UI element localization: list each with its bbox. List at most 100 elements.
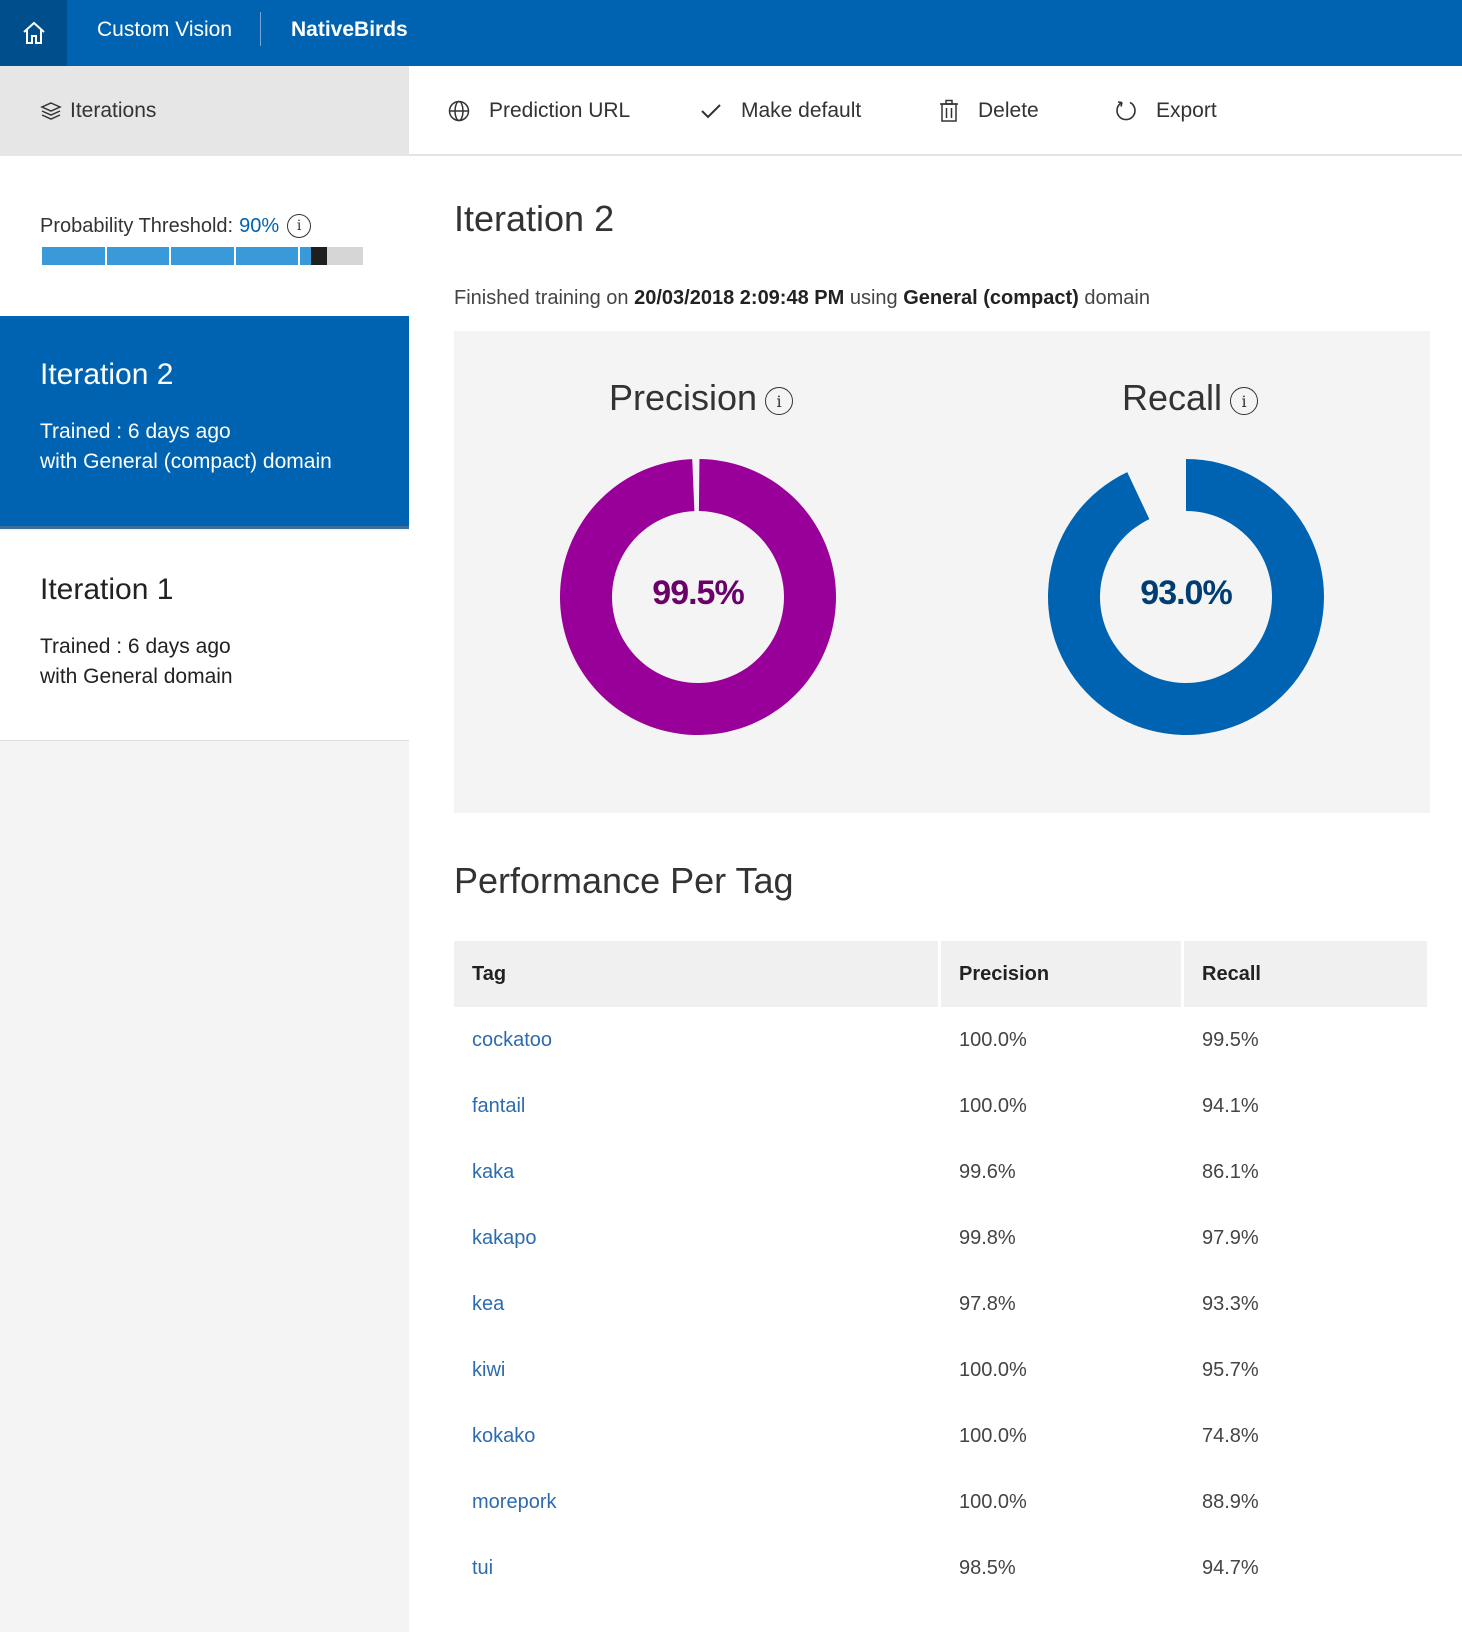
info-icon[interactable]: i (1230, 387, 1259, 415)
export-button[interactable]: Export (1114, 66, 1217, 156)
recall-cell: 88.9% (1202, 1490, 1259, 1513)
refresh-icon (1116, 101, 1136, 121)
recall-cell: 95.7% (1202, 1358, 1259, 1381)
slider-tick (234, 247, 236, 265)
tag-cell: kaka (454, 1139, 941, 1205)
slider-tick (298, 247, 300, 265)
toolbar: Prediction URL Make default Delete Expor… (409, 66, 1462, 156)
globe-icon (448, 100, 470, 122)
home-button[interactable] (0, 0, 67, 66)
sidebar-title: Iterations (70, 99, 157, 122)
table-row: kiwi 100.0% 95.7% (454, 1337, 1427, 1403)
training-date: 20/03/2018 2:09:48 PM (634, 287, 845, 309)
performance-title: Performance Per Tag (454, 860, 794, 901)
brand-link[interactable]: Custom Vision (97, 18, 233, 41)
layers-icon (40, 102, 62, 120)
check-icon (701, 104, 721, 119)
tag-link[interactable]: kea (472, 1292, 505, 1315)
prediction-url-button[interactable]: Prediction URL (447, 66, 630, 156)
tag-cell: tui (454, 1535, 941, 1601)
threshold-slider[interactable] (40, 247, 365, 265)
training-prefix: Finished training on (454, 287, 629, 309)
tag-cell: kiwi (454, 1337, 941, 1403)
table-row: fantail 100.0% 94.1% (454, 1073, 1427, 1139)
iteration-trained: Trained : 6 days ago (40, 420, 231, 443)
page-title: Iteration 2 (454, 198, 615, 239)
iteration-domain: with General (compact) domain (40, 450, 332, 473)
tag-cell: fantail (454, 1073, 941, 1139)
training-info: Finished training on 20/03/2018 2:09:48 … (454, 287, 1150, 310)
make-default-button[interactable]: Make default (699, 66, 861, 156)
delete-label: Delete (978, 99, 1039, 122)
precision-title-text: Precision (609, 377, 758, 418)
home-icon (22, 21, 45, 44)
tag-link[interactable]: kokako (472, 1424, 536, 1447)
slider-tick (105, 247, 107, 265)
precision-cell: 98.5% (959, 1556, 1016, 1579)
precision-cell: 97.8% (959, 1292, 1016, 1315)
iteration-title: Iteration 1 (40, 573, 174, 606)
recall-cell: 74.8% (1202, 1424, 1259, 1447)
precision-donut (560, 459, 836, 735)
metrics-panel: Precision i Recall i 99.5% 93.0% (454, 331, 1430, 813)
table-row: tui 98.5% 94.7% (454, 1535, 1427, 1601)
sidebar-header: Iterations (0, 66, 409, 156)
sidebar: Iterations Probability Threshold: 90% i … (0, 66, 409, 1632)
threshold-panel: Probability Threshold: 90% i (0, 156, 409, 316)
slider-tick (363, 247, 365, 265)
info-icon[interactable]: i (287, 214, 312, 238)
tag-cell: kakapo (454, 1205, 941, 1271)
recall-cell: 86.1% (1202, 1160, 1259, 1183)
recall-title: Recall i (1122, 377, 1259, 419)
recall-title-text: Recall (1122, 377, 1223, 418)
iteration-domain: with General domain (40, 665, 233, 688)
precision-cell: 100.0% (959, 1028, 1027, 1051)
precision-cell: 99.8% (959, 1226, 1016, 1249)
performance-table: Tag Precision Recall cockatoo 100.0% 99.5%… (454, 941, 1427, 1601)
tag-link[interactable]: cockatoo (472, 1028, 553, 1051)
precision-donut-arc (560, 459, 836, 735)
precision-cell: 100.0% (959, 1094, 1027, 1117)
precision-cell: 100.0% (959, 1424, 1027, 1447)
info-icon[interactable]: i (765, 387, 794, 415)
tag-link[interactable]: kiwi (472, 1358, 506, 1381)
column-header-precision[interactable]: Precision (941, 941, 1184, 1007)
table-row: morepork 100.0% 88.9% (454, 1469, 1427, 1535)
column-header-tag[interactable]: Tag (454, 941, 941, 1007)
tag-link[interactable]: kaka (472, 1160, 515, 1183)
tag-link[interactable]: fantail (472, 1094, 526, 1117)
top-bar: Custom Vision NativeBirds (0, 0, 1462, 66)
threshold-label-text: Probability Threshold: (40, 214, 234, 237)
recall-donut (1048, 459, 1324, 735)
precision-cell: 100.0% (959, 1490, 1027, 1513)
recall-cell: 99.5% (1202, 1028, 1259, 1051)
table-header-row: Tag Precision Recall (454, 941, 1427, 1007)
training-using: using (849, 287, 898, 309)
make-default-label: Make default (741, 99, 862, 122)
threshold-value: 90% (239, 214, 280, 237)
slider-fill (40, 247, 311, 265)
tag-cell: morepork (454, 1469, 941, 1535)
tag-cell: kea (454, 1271, 941, 1337)
threshold-label: Probability Threshold: 90% i (40, 214, 312, 238)
tag-link[interactable]: tui (472, 1556, 494, 1579)
tag-link[interactable]: morepork (472, 1490, 557, 1513)
delete-button[interactable]: Delete (938, 66, 1039, 156)
recall-cell: 97.9% (1202, 1226, 1259, 1249)
recall-value: 93.0% (1140, 574, 1232, 612)
iteration-title: Iteration 2 (40, 358, 174, 391)
project-name[interactable]: NativeBirds (291, 18, 408, 41)
trash-icon (940, 99, 958, 122)
slider-thumb[interactable] (311, 247, 327, 265)
precision-cell: 99.6% (959, 1160, 1016, 1183)
tag-link[interactable]: kakapo (472, 1226, 537, 1249)
table-row: kea 97.8% 93.3% (454, 1271, 1427, 1337)
recall-donut-arc (1048, 459, 1324, 735)
tag-cell: kokako (454, 1403, 941, 1469)
training-suffix: domain (1084, 287, 1150, 309)
iteration-item-1[interactable]: Iteration 1 Trained : 6 days ago with Ge… (0, 531, 409, 741)
precision-value: 99.5% (652, 574, 744, 612)
iteration-item-2[interactable]: Iteration 2 Trained : 6 days ago with Ge… (0, 316, 409, 529)
tag-cell: cockatoo (454, 1007, 941, 1073)
column-header-recall[interactable]: Recall (1184, 941, 1427, 1007)
